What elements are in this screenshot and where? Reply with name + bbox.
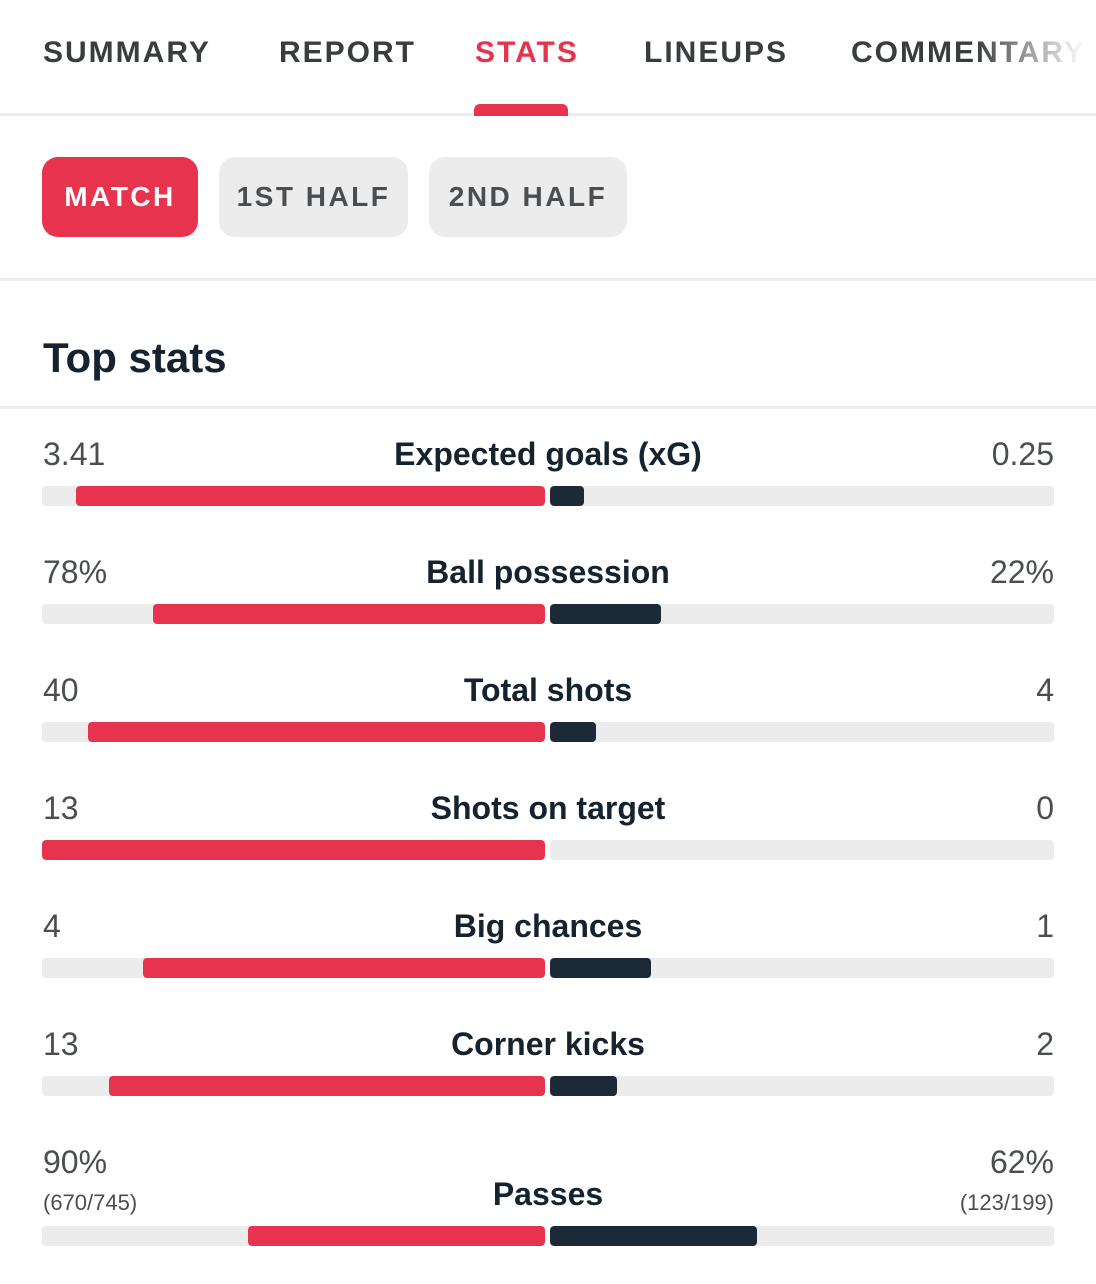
stat-label: Total shots: [463, 672, 633, 708]
tab-bar: SUMMARY REPORT STATS LINEUPS COMMENTARY: [0, 0, 1096, 116]
home-bar-track: [42, 486, 545, 506]
away-bar-track: [550, 486, 1054, 506]
stat-away-value: 2: [1036, 1026, 1054, 1062]
stat-row: 13 Shots on target 0: [0, 790, 1096, 908]
section-title: Top stats: [43, 334, 227, 381]
tab-stats[interactable]: STATS: [475, 36, 579, 69]
stat-away-subvalue: (123/199): [959, 1190, 1054, 1215]
home-bar-fill: [153, 604, 545, 624]
tab-commentary[interactable]: COMMENTARY: [851, 36, 1086, 69]
home-bar-fill: [143, 958, 545, 978]
stat-away-value: 0: [1036, 790, 1054, 826]
stat-home-value: 90%: [43, 1144, 108, 1180]
home-bar-track: [42, 722, 545, 742]
stat-label: Big chances: [453, 908, 643, 944]
away-bar-track: [550, 604, 1054, 624]
stat-home-subvalue: (670/745): [43, 1190, 138, 1215]
active-tab-indicator: [474, 104, 568, 116]
stat-home-value: 78%: [43, 554, 108, 590]
section-divider: [0, 406, 1096, 409]
stat-row: 78% Ball possession 22%: [0, 554, 1096, 672]
tab-lineups[interactable]: LINEUPS: [644, 36, 789, 69]
stat-row: 13 Corner kicks 2: [0, 1026, 1096, 1144]
home-bar-track: [42, 604, 545, 624]
stat-away-value: 22%: [989, 554, 1054, 590]
stat-away-value: 4: [1036, 672, 1054, 708]
home-bar-fill: [248, 1226, 545, 1246]
stat-home-value: 3.41: [43, 436, 106, 472]
stat-row: 4 Big chances 1: [0, 908, 1096, 1026]
stat-home-value: 13: [43, 1026, 79, 1062]
period-match-button[interactable]: MATCH: [42, 157, 198, 237]
stat-away-value: 62%: [989, 1144, 1054, 1180]
away-bar-track: [550, 958, 1054, 978]
stat-home-value: 40: [43, 672, 79, 708]
stat-away-value: 1: [1036, 908, 1054, 944]
away-bar-fill: [550, 1076, 617, 1096]
home-bar-fill: [76, 486, 545, 506]
home-bar-fill: [88, 722, 545, 742]
away-bar-fill: [550, 1226, 757, 1246]
away-bar-track: [550, 1076, 1054, 1096]
home-bar-track: [42, 1076, 545, 1096]
stat-label: Ball possession: [426, 554, 670, 590]
home-bar-fill: [109, 1076, 545, 1096]
stat-label: Shots on target: [430, 790, 666, 826]
away-bar-fill: [550, 958, 651, 978]
home-bar-track: [42, 958, 545, 978]
away-bar-fill: [550, 604, 661, 624]
home-bar-fill: [42, 840, 545, 860]
tab-summary[interactable]: SUMMARY: [43, 36, 211, 69]
stat-home-value: 13: [43, 790, 79, 826]
away-bar-fill: [550, 722, 596, 742]
away-bar-fill: [550, 486, 584, 506]
period-selector: MATCH 1ST HALF 2ND HALF: [0, 116, 1096, 281]
home-bar-track: [42, 1226, 545, 1246]
period-2nd-half-button[interactable]: 2ND HALF: [429, 157, 627, 237]
tab-report[interactable]: REPORT: [279, 36, 417, 69]
home-bar-track: [42, 840, 545, 860]
stat-label: Passes: [492, 1176, 604, 1212]
stat-row: 90% Passes 62% (670/745) (123/199): [0, 1144, 1096, 1262]
stat-label: Corner kicks: [451, 1026, 645, 1062]
period-1st-half-button[interactable]: 1ST HALF: [219, 157, 408, 237]
away-bar-track: [550, 840, 1054, 860]
stat-home-value: 4: [43, 908, 61, 944]
away-bar-track: [550, 722, 1054, 742]
away-bar-track: [550, 1226, 1054, 1246]
stat-row: 3.41 Expected goals (xG) 0.25: [0, 436, 1096, 554]
stat-label: Expected goals (xG): [394, 436, 702, 472]
stat-away-value: 0.25: [991, 436, 1054, 472]
stat-row: 40 Total shots 4: [0, 672, 1096, 790]
